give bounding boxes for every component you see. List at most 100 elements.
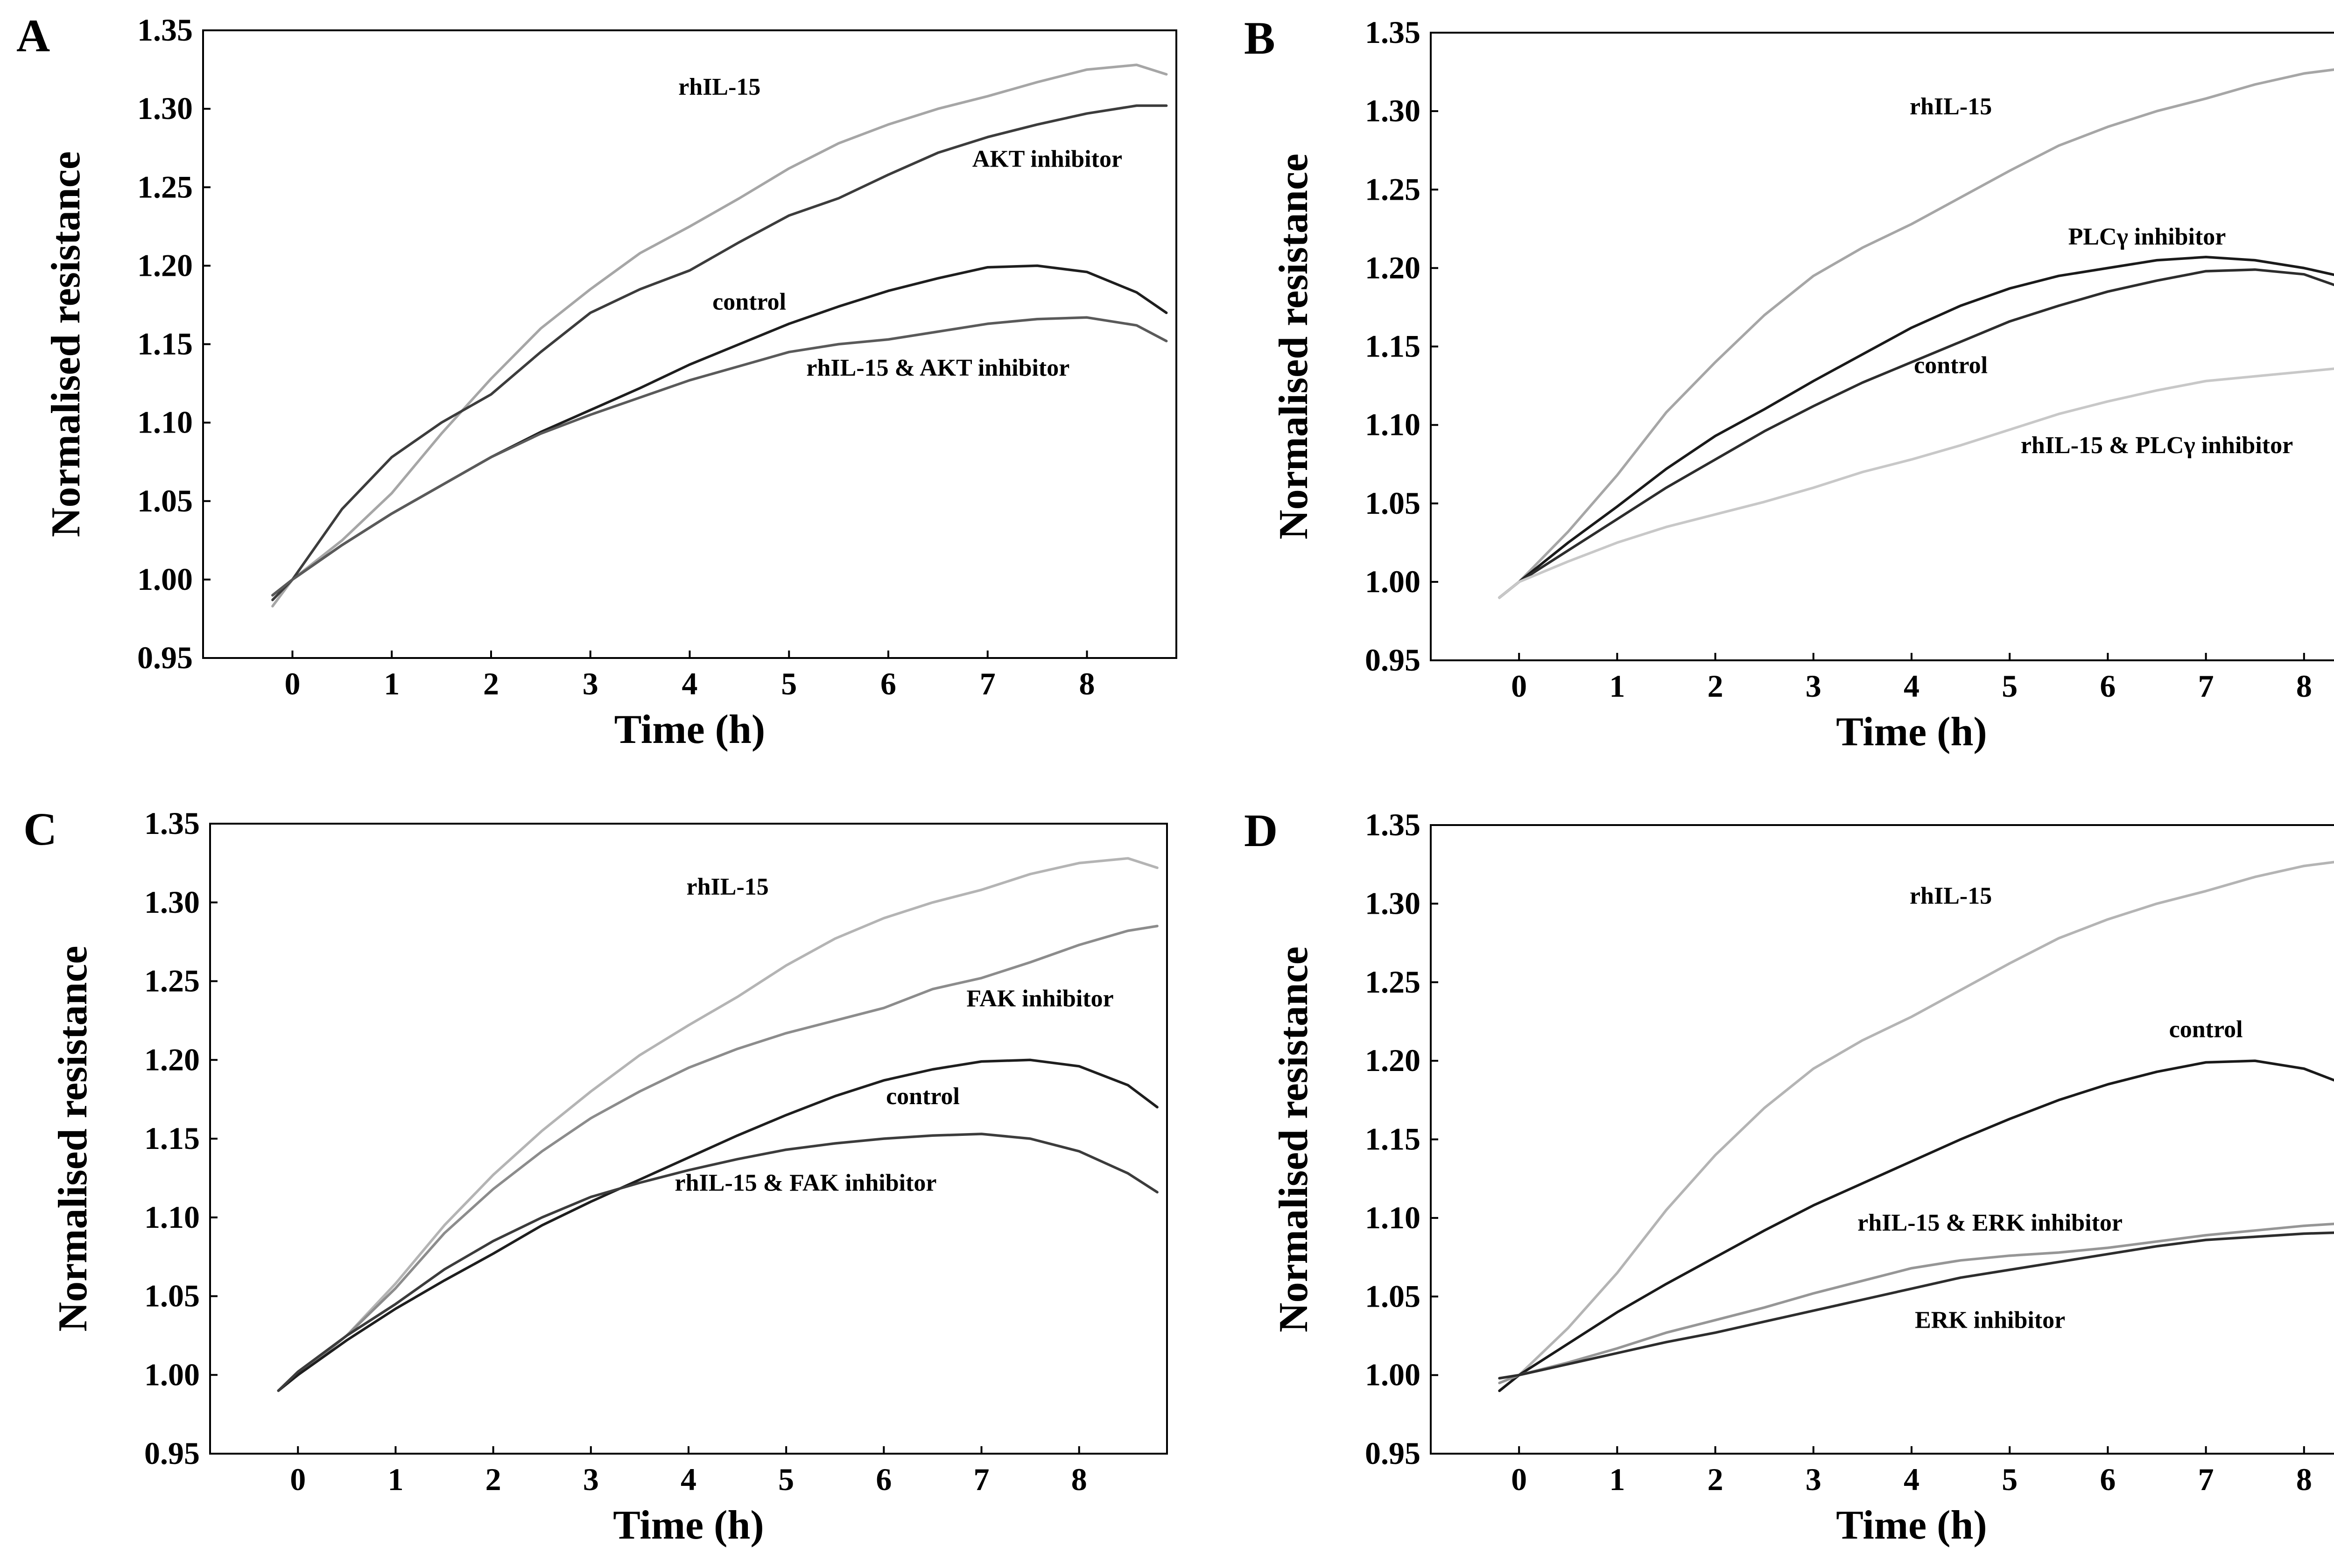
series-label-control: control: [886, 1083, 960, 1110]
series-line-rhil-15: [1498, 861, 2334, 1393]
panel-letter: A: [16, 10, 50, 62]
y-axis-title: Normalised resistance: [50, 946, 96, 1332]
x-tick-label: 4: [1904, 668, 1919, 704]
series-line-control: [277, 1058, 1159, 1392]
panel-letter: B: [1244, 12, 1275, 64]
x-tick-label: 5: [781, 666, 797, 701]
x-tick-label: 4: [1904, 1462, 1919, 1497]
x-tick-label: 3: [583, 666, 598, 701]
series-line-rhil-15: [277, 857, 1159, 1392]
panel-a: A 0.95 1.00 1.05 1.10 1.15 1.20 1.25 1.30 1.35 0 1 2…: [16, 10, 1177, 752]
y-tick-label: 0.95: [144, 1435, 200, 1471]
x-tick-label: 1: [387, 1462, 403, 1497]
y-tick-label: 1.25: [144, 963, 200, 999]
plot-frame: [202, 29, 1177, 659]
y-tick-label: 1.10: [1365, 407, 1420, 442]
x-tick-label: 3: [1806, 1462, 1821, 1497]
series-label-plcgamma-inhibitor: PLCγ inhibitor: [2068, 224, 2226, 250]
x-tick-label: 2: [1708, 1462, 1723, 1497]
x-tick-label: 2: [485, 1462, 501, 1497]
series-line-control: [1498, 268, 2334, 599]
series-line-rhil-15-and-fak-inhibitor: [277, 1133, 1159, 1392]
y-tick-label: 1.10: [1365, 1200, 1420, 1235]
series-label-rhil-15: rhIL-15: [687, 874, 769, 900]
y-axis-title: Normalised resistance: [1271, 154, 1316, 539]
panel-d: D 0.95 1.00 1.05 1.10 1.15 1.20 1.25 1.30 1.35 0 1 2…: [1244, 805, 2334, 1548]
y-axis-title: Normalised resistance: [43, 151, 89, 537]
series-label-erk-inhibitor: ERK inhibitor: [1915, 1307, 2065, 1334]
panel-letter: C: [23, 803, 57, 855]
series-line-plcgamma-inhibitor: [1498, 256, 2334, 599]
x-tick-label: 7: [2198, 1462, 2214, 1497]
series-label-rhil-15: rhIL-15: [1910, 93, 1992, 120]
x-tick-label: 6: [2100, 668, 2116, 704]
y-tick-label: 1.15: [1365, 1121, 1420, 1157]
y-tick-label: 1.15: [1365, 329, 1420, 364]
x-tick-label: 6: [2100, 1462, 2116, 1497]
y-tick-label: 1.15: [137, 326, 193, 362]
x-tick-label: 8: [2296, 1462, 2312, 1497]
x-tick-label: 4: [682, 666, 698, 701]
series-label-rhil-15: rhIL-15: [678, 74, 760, 100]
series-label-control: control: [2169, 1016, 2243, 1043]
series-label-akt-inhibitor: AKT inhibitor: [972, 146, 1122, 173]
y-tick-label: 1.10: [144, 1199, 200, 1235]
y-tick-label: 1.30: [137, 91, 193, 126]
x-tick-label: 6: [876, 1462, 892, 1497]
series-label-rhil-15-and-erk-inhibitor: rhIL-15 & ERK inhibitor: [1857, 1210, 2123, 1236]
y-tick-label: 1.35: [137, 12, 193, 48]
y-tick-label: 1.05: [144, 1278, 200, 1314]
series-label-rhil-15-and-akt-inhibitor: rhIL-15 & AKT inhibitor: [806, 355, 1069, 381]
y-tick-label: 1.30: [1365, 885, 1420, 921]
series-label-fak-inhibitor: FAK inhibitor: [966, 986, 1113, 1012]
y-tick-label: 1.35: [1365, 14, 1420, 50]
panel-letter: D: [1244, 805, 1278, 856]
x-tick-label: 1: [384, 666, 400, 701]
x-tick-label: 7: [2198, 668, 2214, 704]
x-tick-label: 0: [1511, 1462, 1527, 1497]
x-tick-label: 8: [1071, 1462, 1087, 1497]
x-axis-title: Time (h): [613, 1503, 764, 1548]
y-tick-label: 1.00: [137, 561, 193, 597]
y-tick-label: 1.20: [137, 247, 193, 283]
y-tick-label: 0.95: [1365, 1435, 1420, 1471]
x-tick-label: 3: [583, 1462, 599, 1497]
series-label-rhil-15-and-plcgamma-inhibitor: rhIL-15 & PLCγ inhibitor: [2021, 432, 2293, 459]
y-tick-label: 1.20: [1365, 250, 1420, 285]
y-axis-title: Normalised resistance: [1271, 946, 1316, 1332]
x-axis-title: Time (h): [1836, 709, 1987, 755]
series-label-control: control: [712, 289, 786, 315]
plot-frame: [1430, 824, 2334, 1455]
panel-b: B 0.95 1.00 1.05 1.10 1.15 1.20 1.25 1.30 1.35 0 1 2…: [1244, 12, 2334, 755]
x-tick-label: 4: [681, 1462, 696, 1497]
x-tick-label: 5: [778, 1462, 794, 1497]
series-line-akt-inhibitor: [271, 104, 1168, 602]
y-tick-label: 0.95: [1365, 642, 1420, 678]
y-tick-label: 1.30: [1365, 93, 1420, 128]
y-tick-label: 1.00: [1365, 1357, 1420, 1393]
x-tick-label: 2: [1708, 668, 1723, 704]
x-tick-label: 1: [1609, 1462, 1625, 1497]
y-tick-label: 1.00: [1365, 564, 1420, 599]
plot-frame: [1430, 32, 2334, 661]
x-tick-label: 8: [2296, 668, 2312, 704]
series-line-rhil-15-and-akt-inhibitor: [271, 316, 1168, 597]
y-tick-label: 1.10: [137, 405, 193, 440]
series-line-control: [1498, 1059, 2334, 1393]
series-line-rhil-15: [1498, 68, 2334, 599]
y-tick-label: 1.35: [144, 805, 200, 841]
series-label-rhil-15-and-fak-inhibitor: rhIL-15 & FAK inhibitor: [675, 1169, 937, 1196]
x-tick-label: 0: [290, 1462, 306, 1497]
y-tick-label: 1.25: [1365, 964, 1420, 1000]
x-axis-title: Time (h): [1836, 1503, 1987, 1548]
x-axis-title: Time (h): [614, 707, 765, 752]
x-tick-label: 5: [2002, 668, 2018, 704]
x-tick-label: 6: [880, 666, 896, 701]
series-line-rhil-15: [271, 63, 1168, 608]
y-tick-label: 1.20: [144, 1042, 200, 1077]
series-line-rhil-15-and-plcgamma-inhibitor: [1498, 367, 2334, 599]
y-tick-label: 1.15: [144, 1120, 200, 1156]
x-tick-label: 7: [980, 666, 996, 701]
x-tick-label: 7: [974, 1462, 990, 1497]
